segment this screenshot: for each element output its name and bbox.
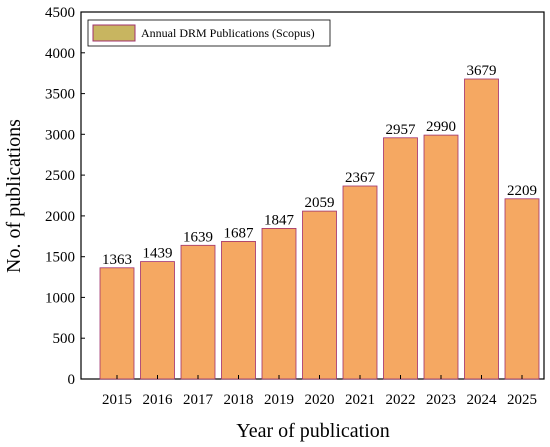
data-label-2024: 3679 bbox=[467, 63, 497, 79]
bars-group bbox=[99, 78, 540, 380]
y-tick-label-2000: 2000 bbox=[45, 209, 75, 225]
bar-2016 bbox=[140, 261, 175, 380]
x-tick-label-2015: 2015 bbox=[102, 392, 132, 408]
y-axis-title: No. of publications bbox=[3, 119, 25, 273]
legend-label: Annual DRM Publications (Scopus) bbox=[141, 26, 315, 40]
data-label-2022: 2957 bbox=[386, 122, 417, 138]
y-axis-ticks: 0 500 1000 1500 2000 2500 3000 3500 4000 4500 bbox=[45, 5, 85, 388]
data-label-2025: 2209 bbox=[507, 183, 537, 199]
data-label-2021: 2367 bbox=[345, 170, 376, 186]
x-tick-label-2023: 2023 bbox=[426, 392, 456, 408]
bar-2019 bbox=[261, 227, 297, 380]
data-label-2017: 1639 bbox=[183, 229, 213, 245]
x-tick-label-2025: 2025 bbox=[507, 392, 537, 408]
bar-2023 bbox=[423, 134, 459, 380]
bar-2017 bbox=[180, 244, 216, 380]
data-label-2018: 1687 bbox=[224, 225, 255, 241]
x-tick-label-2024: 2024 bbox=[467, 392, 498, 408]
y-tick-label-0: 0 bbox=[68, 372, 76, 388]
x-tick-label-2022: 2022 bbox=[386, 392, 416, 408]
y-tick-label-1000: 1000 bbox=[45, 290, 75, 306]
data-labels-group: 1363 1439 1639 1687 1847 2059 2367 2957 2990 3679… bbox=[102, 63, 537, 268]
y-tick-label-4500: 4500 bbox=[45, 5, 75, 21]
x-tick-label-2021: 2021 bbox=[345, 392, 375, 408]
x-tick-label-2017: 2017 bbox=[183, 392, 214, 408]
y-tick-label-2500: 2500 bbox=[45, 168, 75, 184]
bar-2021 bbox=[342, 185, 378, 380]
y-tick-label-1500: 1500 bbox=[45, 250, 75, 266]
legend: Annual DRM Publications (Scopus) bbox=[87, 19, 331, 47]
bar-2015 bbox=[99, 267, 135, 380]
bar-2025 bbox=[504, 198, 540, 380]
x-tick-label-2020: 2020 bbox=[305, 392, 335, 408]
data-label-2016: 1439 bbox=[143, 246, 173, 262]
x-tick-label-2018: 2018 bbox=[224, 392, 254, 408]
data-label-2019: 1847 bbox=[264, 212, 295, 228]
legend-swatch bbox=[92, 24, 136, 42]
data-label-2020: 2059 bbox=[305, 195, 335, 211]
data-label-2023: 2990 bbox=[426, 119, 456, 135]
bar-2018 bbox=[221, 240, 256, 380]
bar-2022 bbox=[383, 137, 418, 380]
x-tick-label-2019: 2019 bbox=[264, 392, 294, 408]
data-label-2015: 1363 bbox=[102, 252, 132, 268]
y-tick-label-4000: 4000 bbox=[45, 46, 75, 62]
bar-2024 bbox=[464, 78, 499, 380]
x-axis-ticks: 2015 2016 2017 2018 2019 2020 2021 2022 2023 2024… bbox=[102, 375, 537, 408]
x-tick-label-2016: 2016 bbox=[143, 392, 174, 408]
bar-2020 bbox=[302, 210, 337, 380]
x-axis-title: Year of publication bbox=[236, 420, 390, 442]
y-tick-label-3500: 3500 bbox=[45, 87, 75, 103]
y-tick-label-3000: 3000 bbox=[45, 127, 75, 143]
y-tick-label-500: 500 bbox=[53, 331, 76, 347]
